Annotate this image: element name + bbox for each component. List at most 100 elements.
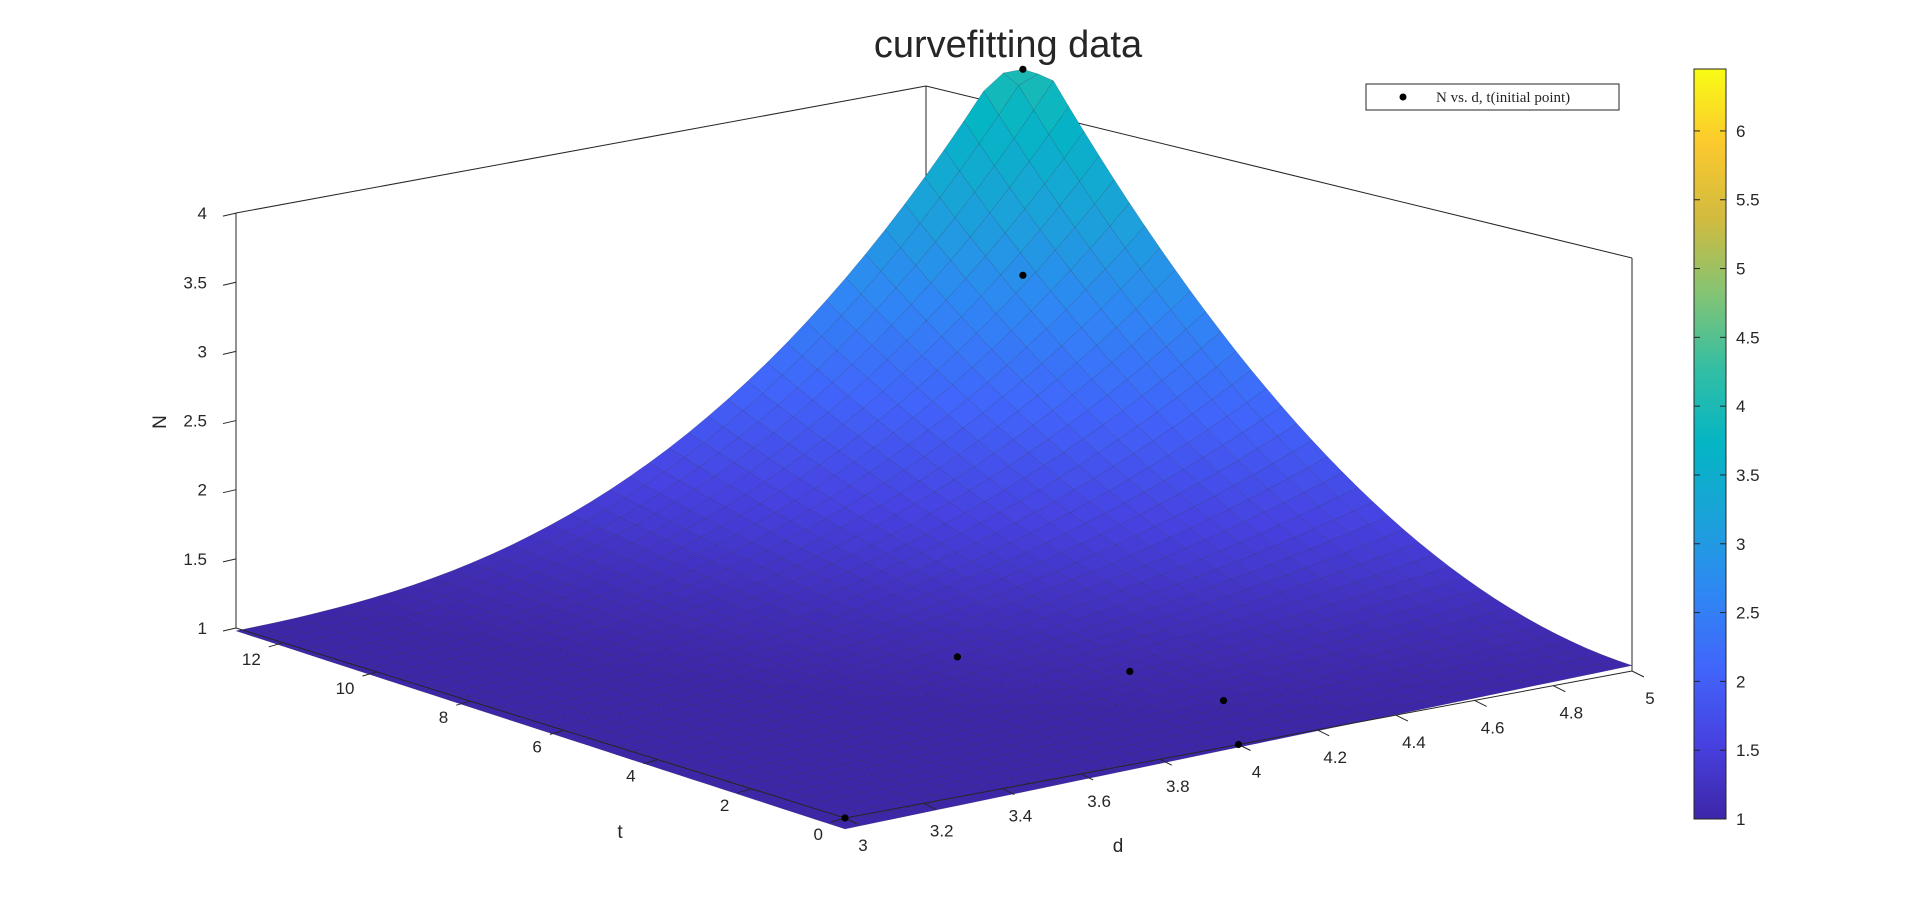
d-tick-label: 3 [858,836,867,855]
d-tick-mark [923,802,936,810]
surface-patch [427,583,464,597]
t-tick-mark [456,700,471,706]
surface-patch [580,528,617,546]
surface-patch [801,692,839,703]
surface-patch [946,578,983,595]
surface-patch [1462,679,1500,690]
z-tick-mark [222,489,237,494]
surface-patch [1408,681,1445,693]
surface-patch [1139,247,1176,291]
surface-patch [1230,572,1267,590]
surface-patch [925,523,962,544]
data-point [1019,271,1027,279]
z-tick-label: 2.5 [183,412,207,431]
surface-patch [924,649,961,662]
surface-patch [713,604,750,619]
surface-patch [363,613,401,624]
surface-patch [1144,673,1182,686]
colorbar-tick-label: 3.5 [1736,466,1760,485]
surface-patch [341,661,379,671]
legend-label: N vs. d, t(initial point) [1436,90,1570,106]
colorbar-tick-label: 6 [1736,122,1745,141]
d-tick-mark [1316,729,1330,737]
colorbar-tick-label: 5 [1736,260,1745,279]
colorbar-tick-label: 2 [1736,672,1745,691]
colorbar-ticks: 1 1.5 2 2.5 3 3.5 4 4.5 5 5.5 6 [1694,122,1760,829]
colorbar-tick-label: 1.5 [1736,741,1760,760]
surface-patch [974,656,1011,669]
surface-patch [664,642,702,655]
surface-patch [761,776,799,787]
surface-patch [1125,565,1162,584]
surface-patch [911,578,948,595]
surface-patch [750,762,788,773]
d-tick-label: 3.6 [1087,792,1111,811]
surface-patch [941,694,978,706]
data-point [1234,740,1243,749]
surface-patch [265,636,303,647]
surface-patch [1411,628,1448,643]
z-tick-label: 1.5 [183,550,207,569]
surface-patch [473,599,510,613]
t-axis-label: t [617,822,623,843]
surface-patch [843,629,881,643]
surface-patch [1197,625,1234,640]
surface-patch [799,654,837,666]
t-tick-label: 12 [242,650,261,669]
surface-patch [559,721,597,732]
surface-patch [676,770,714,780]
surface-patch [1491,654,1529,666]
surface-patch [594,643,632,655]
chart-title: curvefitting data [874,24,1143,66]
z-tick-label: 2 [198,481,207,500]
surface-patch [979,512,1016,534]
colorbar-tick-label: 4.5 [1736,328,1760,347]
data-point [953,653,962,661]
surface-patch [630,755,668,765]
surface-patch [1025,778,1063,789]
surface-patch [1235,709,1273,720]
surface-patch [1233,672,1271,684]
surface-patch [552,698,590,708]
surface-patch [1267,630,1304,645]
surface-patch [479,628,517,640]
surface-patch [790,509,827,531]
surface-patch [652,578,689,594]
surface-patch [571,561,608,577]
surface-patch [797,702,834,713]
surface-patch [887,601,924,617]
surface-patch [730,653,767,666]
surface-patch [645,648,682,660]
surface-patch [849,472,885,496]
surface-patch [629,643,667,655]
surface-patch [807,580,844,597]
surface-patch [868,811,905,822]
surface-patch [961,689,998,701]
surface-patch [1502,670,1540,682]
surface-patch [1106,379,1143,412]
surface-patch [749,648,787,661]
t-axis: 0 2 4 6 8 10 12 [242,642,846,844]
surface-patch [462,581,499,595]
surface-patch [1368,690,1406,701]
surface-patch [614,637,652,650]
z-tick-mark [222,350,237,355]
surface-patch [1333,510,1370,534]
surface-patch [970,552,1007,571]
d-tick-label: 3.8 [1166,777,1190,796]
d-tick-mark [1553,685,1566,693]
surface-patch [432,690,470,701]
d-tick-mark [1395,714,1409,722]
surface-patch [907,803,945,813]
surface-patch [896,789,934,799]
data-point [1219,697,1228,705]
d-tick-label: 4.4 [1402,733,1426,752]
surface-patch [776,565,813,582]
surface-patch [525,541,563,559]
surface-patch [820,764,858,775]
z-axis-label: N [150,415,171,429]
data-point [1019,65,1027,73]
colorbar: 1 1.5 2 2.5 3 3.5 4 4.5 5 5.5 6 [1693,68,1760,829]
data-point [841,814,849,822]
surface-patch [1090,563,1127,582]
